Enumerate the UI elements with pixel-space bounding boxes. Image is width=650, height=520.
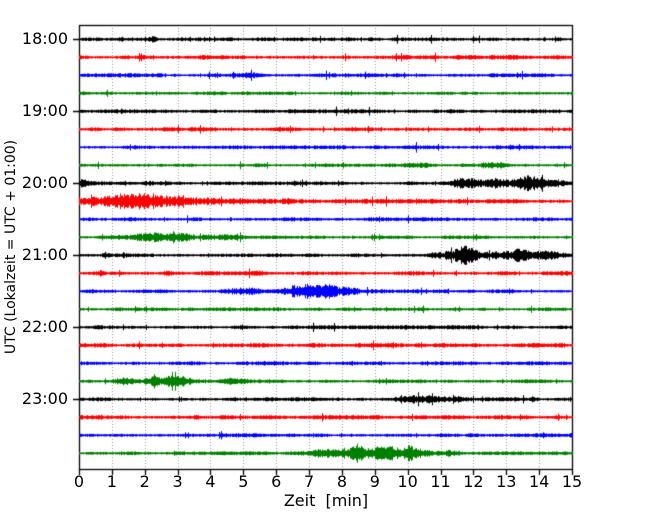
y-tick-label: 20:00 bbox=[21, 173, 68, 193]
x-axis-label: Zeit [min] bbox=[283, 491, 369, 510]
y-tick-label: 19:00 bbox=[21, 101, 68, 121]
x-tick-label: 7 bbox=[303, 472, 315, 491]
x-tick-label: 4 bbox=[205, 472, 216, 491]
x-tick-label: 1 bbox=[106, 472, 117, 491]
x-tick-label: 8 bbox=[336, 472, 348, 491]
y-tick-label: 18:00 bbox=[21, 29, 68, 49]
x-tick-label: 11 bbox=[430, 472, 451, 491]
x-tick-label: 13 bbox=[496, 472, 517, 491]
x-tick-label: 10 bbox=[397, 472, 418, 491]
x-tick-label: 5 bbox=[238, 472, 249, 491]
x-tick-label: 2 bbox=[139, 472, 150, 491]
x-tick-label: 6 bbox=[271, 472, 282, 491]
y-tick-label: 22:00 bbox=[21, 317, 68, 337]
x-tick-label: 9 bbox=[369, 472, 380, 491]
x-tick-label: 12 bbox=[463, 472, 484, 491]
x-tick-label: 14 bbox=[528, 472, 550, 491]
x-tick-label: 15 bbox=[561, 472, 583, 491]
x-tick-label: 3 bbox=[172, 472, 183, 491]
y-tick-label: 21:00 bbox=[21, 245, 68, 265]
x-tick-label: 0 bbox=[73, 472, 85, 491]
y-tick-label: 23:00 bbox=[21, 389, 68, 409]
